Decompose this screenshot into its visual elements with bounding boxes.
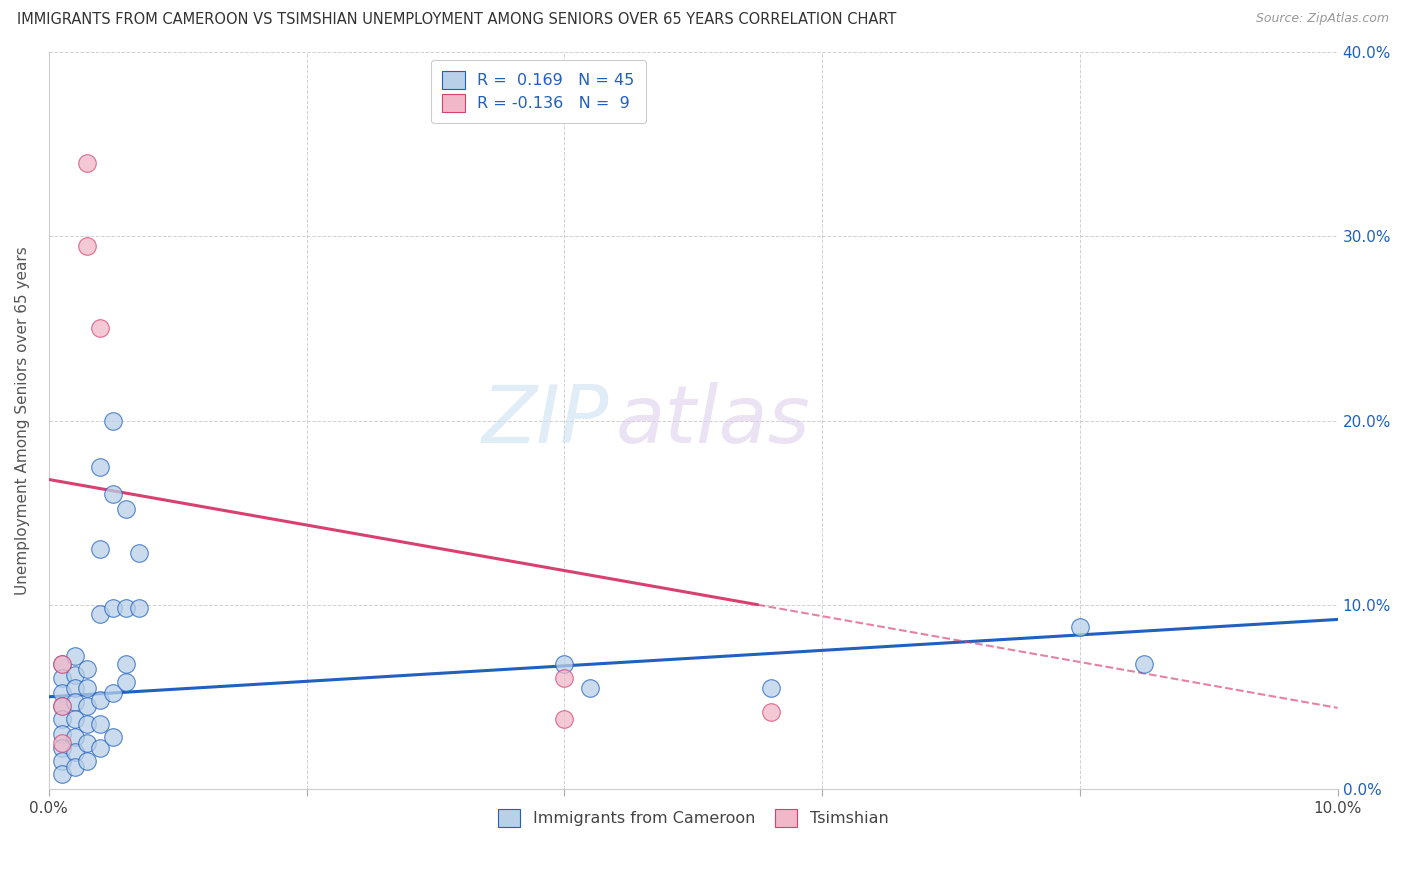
Point	[89, 542, 111, 557]
Legend: Immigrants from Cameroon, Tsimshian: Immigrants from Cameroon, Tsimshian	[488, 799, 898, 836]
Point	[76, 155, 98, 169]
Point	[115, 675, 138, 690]
Point	[51, 754, 73, 768]
Point	[579, 681, 602, 695]
Point	[759, 681, 782, 695]
Point	[51, 736, 73, 750]
Point	[115, 502, 138, 516]
Point	[63, 745, 86, 759]
Point	[1069, 620, 1091, 634]
Point	[89, 717, 111, 731]
Point	[63, 667, 86, 681]
Point	[103, 413, 125, 427]
Point	[63, 695, 86, 709]
Text: Source: ZipAtlas.com: Source: ZipAtlas.com	[1256, 12, 1389, 25]
Point	[76, 717, 98, 731]
Text: atlas: atlas	[616, 382, 811, 459]
Point	[51, 686, 73, 700]
Point	[76, 238, 98, 252]
Point	[76, 698, 98, 713]
Point	[103, 601, 125, 615]
Point	[553, 672, 575, 686]
Text: ZIP: ZIP	[482, 382, 609, 459]
Point	[553, 712, 575, 726]
Point	[51, 657, 73, 671]
Point	[51, 741, 73, 756]
Point	[103, 686, 125, 700]
Point	[103, 731, 125, 745]
Point	[128, 601, 150, 615]
Point	[1133, 657, 1156, 671]
Point	[63, 649, 86, 664]
Point	[128, 546, 150, 560]
Point	[51, 726, 73, 740]
Point	[63, 731, 86, 745]
Text: IMMIGRANTS FROM CAMEROON VS TSIMSHIAN UNEMPLOYMENT AMONG SENIORS OVER 65 YEARS C: IMMIGRANTS FROM CAMEROON VS TSIMSHIAN UN…	[17, 12, 896, 27]
Point	[76, 754, 98, 768]
Point	[76, 681, 98, 695]
Point	[51, 767, 73, 781]
Point	[759, 705, 782, 719]
Point	[51, 712, 73, 726]
Point	[553, 657, 575, 671]
Point	[51, 698, 73, 713]
Point	[89, 459, 111, 474]
Point	[51, 698, 73, 713]
Point	[115, 657, 138, 671]
Y-axis label: Unemployment Among Seniors over 65 years: Unemployment Among Seniors over 65 years	[15, 246, 30, 595]
Point	[89, 607, 111, 621]
Point	[115, 601, 138, 615]
Point	[89, 741, 111, 756]
Point	[63, 681, 86, 695]
Point	[63, 712, 86, 726]
Point	[76, 736, 98, 750]
Point	[103, 487, 125, 501]
Point	[89, 321, 111, 335]
Point	[63, 760, 86, 774]
Point	[76, 662, 98, 676]
Point	[51, 657, 73, 671]
Point	[89, 693, 111, 707]
Point	[51, 672, 73, 686]
